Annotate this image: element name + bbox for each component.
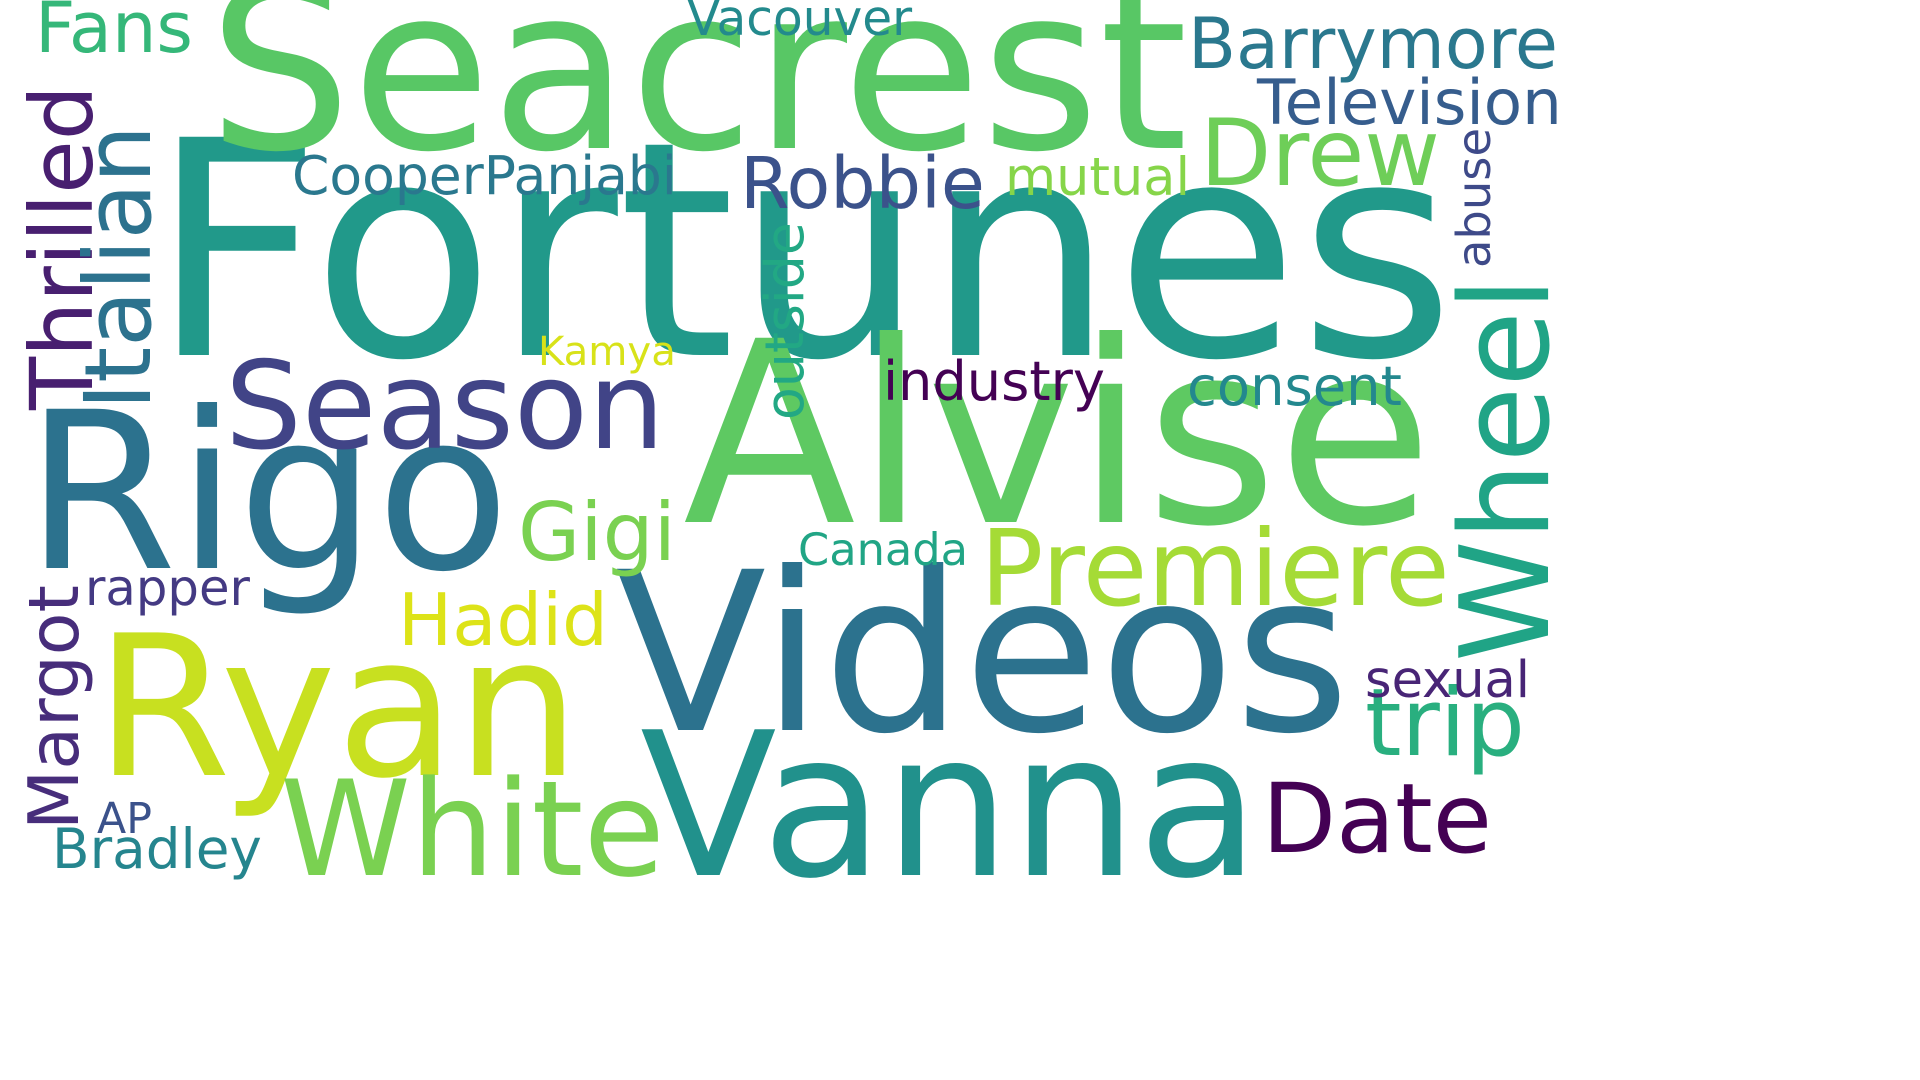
word-bradley: Bradley: [52, 817, 262, 881]
word-mutual: mutual: [1005, 147, 1190, 208]
word-date: Date: [1262, 763, 1492, 875]
word-season: Season: [225, 335, 665, 477]
word-italian: Italian: [65, 125, 172, 410]
word-videos: Videos: [615, 526, 1350, 783]
word-robbie: Robbie: [740, 142, 985, 225]
word-industry: industry: [883, 350, 1105, 413]
word-ryan: Ryan: [95, 594, 580, 822]
word-hadid: Hadid: [398, 579, 608, 663]
word-kamya: Kamya: [538, 329, 676, 375]
word-drew: Drew: [1200, 99, 1440, 207]
word-ap: AP: [97, 794, 152, 844]
word-abuse: abuse: [1447, 128, 1501, 268]
word-thrilled: Thrilled: [12, 85, 113, 411]
word-premiere: Premiere: [980, 507, 1450, 630]
word-fortunes: Fortunes: [150, 77, 1455, 426]
word-consent: consent: [1187, 355, 1402, 418]
word-barrymore: Barrymore: [1188, 3, 1558, 85]
word-vanna: Vanna: [640, 690, 1260, 923]
word-sexual: sexual: [1365, 651, 1530, 710]
word-rapper: rapper: [85, 559, 251, 617]
word-trip: trip: [1365, 668, 1525, 777]
word-alvise: Alvise: [683, 287, 1433, 582]
word-cooperpanjabi: CooperPanjabi: [292, 144, 677, 207]
word-outside: outside: [753, 222, 816, 420]
word-vacouver: Vacouver: [687, 0, 912, 47]
word-white: White: [280, 753, 665, 907]
word-margot: Margot: [14, 585, 95, 830]
word-fans: Fans: [35, 0, 193, 69]
word-canada: Canada: [798, 524, 968, 576]
word-wheel: Wheel: [1435, 277, 1578, 662]
word-seacrest: Seacrest: [208, 0, 1188, 202]
word-gigi: Gigi: [518, 485, 676, 579]
word-rigo: Rigo: [25, 365, 510, 620]
word-television: Television: [1256, 66, 1562, 139]
